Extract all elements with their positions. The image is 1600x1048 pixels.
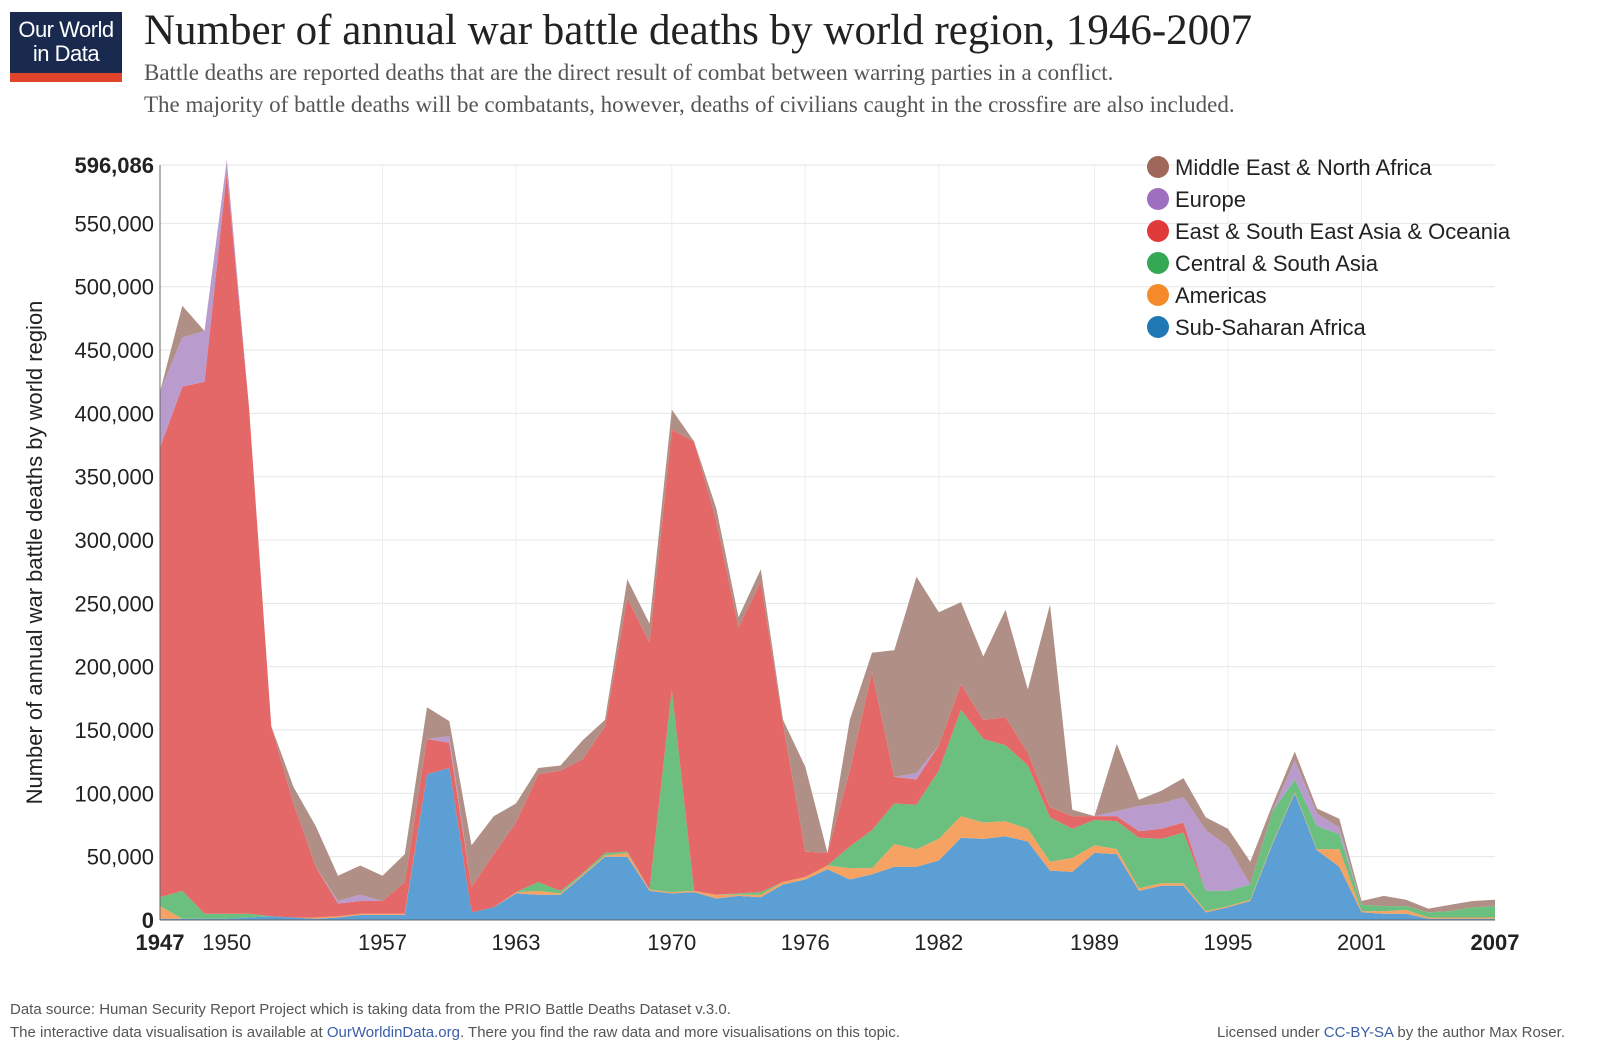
x-tick-label: 1976 [781,930,830,955]
chart-subtitle-line-2: The majority of battle deaths will be co… [144,92,1235,117]
legend-label-central-and-south-asia: Central & South Asia [1175,251,1379,276]
y-tick-label: 300,000 [74,528,154,553]
y-tick-label: 550,000 [74,211,154,236]
y-tick-label: 150,000 [74,718,154,743]
area-sub-saharan-africa [160,768,1495,920]
legend-swatch-middle-east-and-north-africa [1147,156,1169,178]
interactive-note-suffix: . There you find the raw data and more v… [459,1024,900,1041]
legend-swatch-europe [1147,188,1169,210]
stacked-area-chart: 0 50,000 100,000 150,000 200,000 250,000 300,0… [22,153,1520,955]
x-tick-label: 1989 [1070,930,1119,955]
x-tick-label: 1970 [647,930,696,955]
x-tick-label: 1982 [914,930,963,955]
area-central-and-south-asia [160,689,1495,919]
y-tick-label: 0 [142,908,154,933]
legend-label-east-and-south-east-asia-and-oceania: East & South East Asia & Oceania [1175,219,1511,244]
chart-title: Number of annual war battle deaths by wo… [144,7,1253,54]
legend-label-europe: Europe [1175,187,1246,212]
y-tick-label: 250,000 [74,591,154,616]
logo-line-2: in Data [32,41,100,66]
legend-swatch-east-and-south-east-asia-and-oceania [1147,220,1169,242]
y-tick-label: 350,000 [74,465,154,490]
chart-subtitle-line-1: Battle deaths are reported deaths that a… [144,60,1114,85]
x-tick-label: 1947 [136,930,185,955]
y-tick-label: 100,000 [74,781,154,806]
y-tick-label: 50,000 [87,845,154,870]
legend-label-middle-east-and-north-africa: Middle East & North Africa [1175,155,1433,180]
y-tick-label: 200,000 [74,655,154,680]
x-tick-label: 1957 [358,930,407,955]
license-suffix: by the author Max Roser. [1393,1024,1565,1041]
legend-swatch-central-and-south-asia [1147,252,1169,274]
legend-label-sub-saharan-africa: Sub-Saharan Africa [1175,315,1367,340]
x-tick-label: 2001 [1337,930,1386,955]
y-axis-title: Number of annual war battle deaths by wo… [22,301,47,805]
interactive-note-prefix: The interactive data visualisation is av… [10,1024,327,1041]
legend-label-americas: Americas [1175,283,1267,308]
owid-logo: Our World in Data [10,12,122,82]
owid-link[interactable]: OurWorldinData.org [326,1024,460,1041]
license-note: Licensed under CC-BY-SA by the author Ma… [1217,1024,1565,1041]
x-tick-label: 2007 [1471,930,1520,955]
x-tick-label: 1950 [202,930,251,955]
y-tick-label: 500,000 [74,275,154,300]
y-tick-label: 450,000 [74,338,154,363]
y-tick-label: 596,086 [74,153,154,178]
logo-accent-bar [10,73,122,82]
logo-line-1: Our World [18,17,114,42]
data-source-note: Data source: Human Security Report Proje… [10,1001,731,1018]
x-tick-label: 1963 [492,930,541,955]
interactive-note: The interactive data visualisation is av… [10,1024,900,1041]
area-east-and-south-east-asia-and-oceania [160,172,1495,918]
license-prefix: Licensed under [1217,1024,1324,1041]
legend-swatch-americas [1147,284,1169,306]
y-tick-label: 400,000 [74,401,154,426]
x-tick-label: 1995 [1204,930,1253,955]
license-link[interactable]: CC-BY-SA [1323,1024,1394,1041]
legend-swatch-sub-saharan-africa [1147,316,1169,338]
